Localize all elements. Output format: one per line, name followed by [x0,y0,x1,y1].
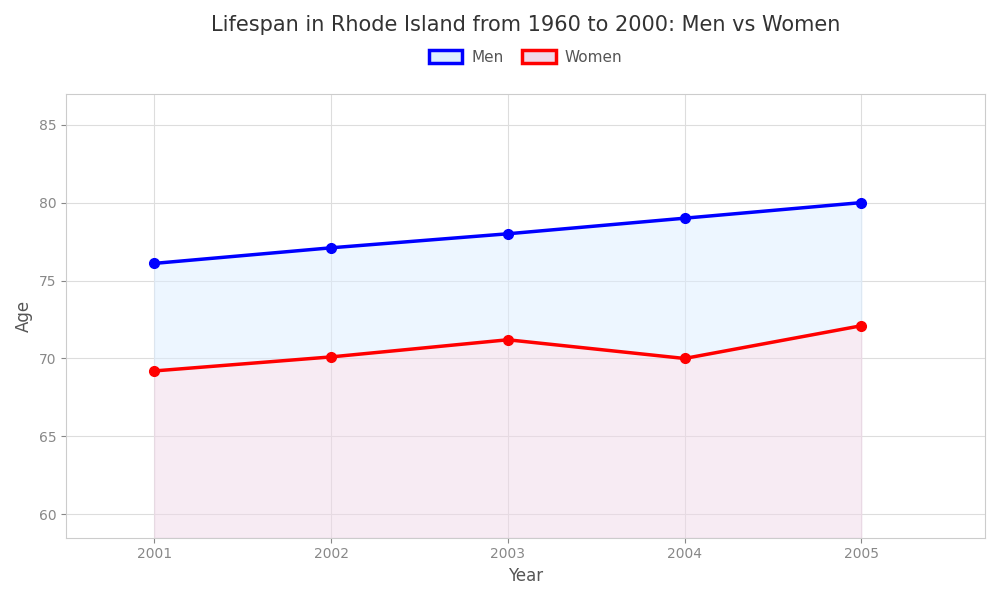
X-axis label: Year: Year [508,567,543,585]
Title: Lifespan in Rhode Island from 1960 to 2000: Men vs Women: Lifespan in Rhode Island from 1960 to 20… [211,15,840,35]
Legend: Men, Women: Men, Women [422,43,628,71]
Y-axis label: Age: Age [15,299,33,332]
